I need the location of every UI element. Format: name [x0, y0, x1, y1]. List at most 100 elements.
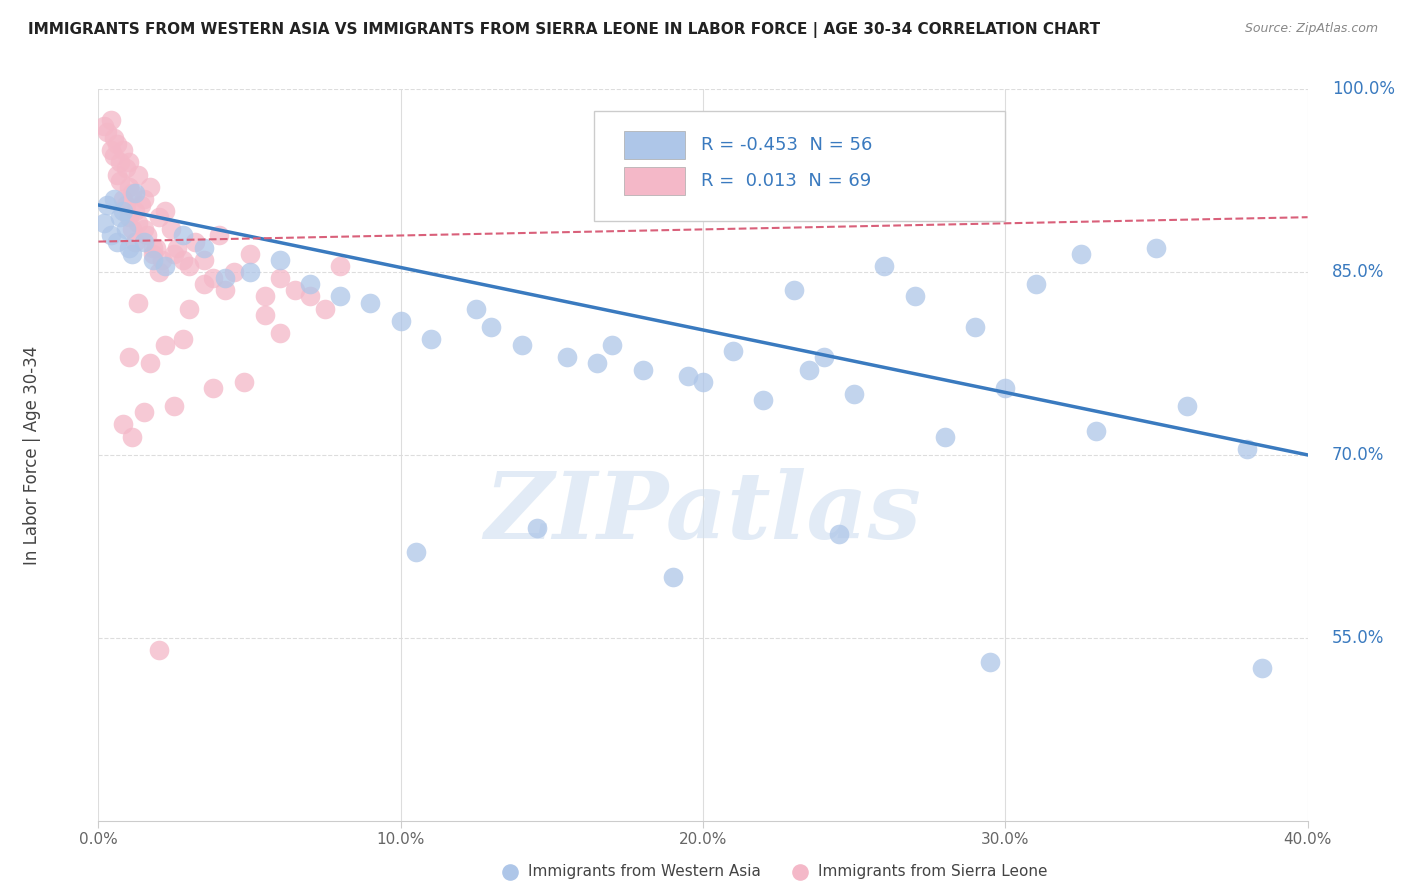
Point	[105, 168, 128, 182]
Point	[148, 265, 170, 279]
Point	[239, 247, 262, 261]
Point	[979, 655, 1001, 669]
Point	[232, 375, 254, 389]
Point	[510, 338, 533, 352]
Point	[389, 314, 412, 328]
Point	[179, 259, 201, 273]
Point	[314, 301, 336, 316]
Point	[132, 235, 155, 249]
Point	[93, 216, 115, 230]
Point	[118, 211, 141, 225]
Point	[111, 204, 134, 219]
Point	[631, 362, 654, 376]
FancyBboxPatch shape	[624, 168, 685, 195]
Point	[121, 222, 143, 236]
Point	[723, 344, 745, 359]
Point	[142, 252, 165, 267]
Text: 85.0%: 85.0%	[1331, 263, 1384, 281]
Point	[202, 381, 225, 395]
Point	[1144, 241, 1167, 255]
Point	[752, 393, 775, 408]
Point	[797, 362, 820, 376]
Point	[132, 192, 155, 206]
Point	[269, 271, 291, 285]
Point	[139, 179, 162, 194]
Text: Immigrants from Western Asia: Immigrants from Western Asia	[527, 864, 761, 880]
Point	[93, 119, 115, 133]
Point	[844, 387, 866, 401]
Text: 55.0%: 55.0%	[1331, 629, 1384, 647]
Point	[329, 259, 352, 273]
Point	[1251, 661, 1274, 675]
Point	[172, 228, 194, 243]
Point	[1236, 442, 1258, 456]
Point	[132, 222, 155, 236]
Point	[873, 259, 896, 273]
Point	[193, 252, 215, 267]
Point	[420, 332, 443, 346]
Point	[224, 265, 246, 279]
Point	[193, 241, 215, 255]
Point	[127, 168, 149, 182]
Point	[828, 527, 851, 541]
Point	[100, 112, 122, 127]
Text: ZIPatlas: ZIPatlas	[485, 468, 921, 558]
Point	[103, 192, 125, 206]
Point	[132, 405, 155, 419]
Point	[148, 643, 170, 657]
Point	[994, 381, 1017, 395]
Point	[934, 430, 956, 444]
Point	[160, 222, 183, 236]
Point	[127, 295, 149, 310]
Point	[214, 284, 236, 298]
Point	[299, 289, 322, 303]
Point	[103, 149, 125, 163]
Point	[172, 332, 194, 346]
Point	[153, 259, 176, 273]
Point	[1024, 277, 1046, 292]
Point	[782, 284, 804, 298]
Point	[692, 375, 714, 389]
Point	[124, 235, 146, 249]
Point	[329, 289, 352, 303]
Point	[1175, 399, 1198, 413]
Text: IMMIGRANTS FROM WESTERN ASIA VS IMMIGRANTS FROM SIERRA LEONE IN LABOR FORCE | AG: IMMIGRANTS FROM WESTERN ASIA VS IMMIGRAN…	[28, 22, 1101, 38]
Point	[163, 399, 186, 413]
Point	[105, 137, 128, 152]
Point	[214, 271, 236, 285]
Point	[108, 211, 131, 225]
Point	[111, 192, 134, 206]
Point	[360, 295, 382, 310]
Point	[118, 179, 141, 194]
Point	[208, 228, 231, 243]
Point	[153, 338, 176, 352]
Point	[405, 545, 427, 559]
Point	[481, 320, 503, 334]
Point	[239, 265, 262, 279]
Point	[148, 211, 170, 225]
Point	[166, 241, 188, 255]
Text: 70.0%: 70.0%	[1331, 446, 1384, 464]
Point	[114, 198, 136, 212]
Point	[118, 155, 141, 169]
Point	[965, 320, 987, 334]
Point	[100, 228, 122, 243]
Point	[124, 204, 146, 219]
Point	[904, 289, 927, 303]
Point	[142, 241, 165, 255]
Point	[299, 277, 322, 292]
Point	[121, 186, 143, 200]
Point	[602, 338, 624, 352]
Point	[145, 241, 167, 255]
Point	[118, 351, 141, 365]
Point	[193, 277, 215, 292]
Point	[114, 161, 136, 176]
Point	[586, 356, 609, 371]
Text: In Labor Force | Age 30-34: In Labor Force | Age 30-34	[22, 345, 41, 565]
Point	[555, 351, 578, 365]
Point	[284, 284, 307, 298]
Point	[179, 301, 201, 316]
Point	[108, 155, 131, 169]
Point	[111, 143, 134, 157]
Point	[103, 131, 125, 145]
